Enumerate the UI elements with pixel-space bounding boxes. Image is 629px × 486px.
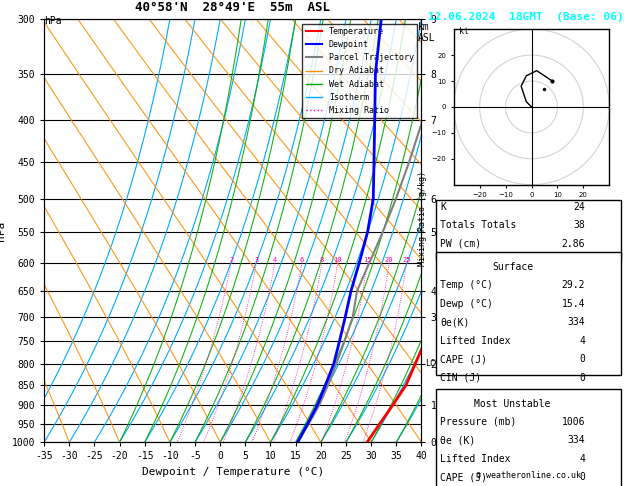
Title: 40°58'N  28°49'E  55m  ASL: 40°58'N 28°49'E 55m ASL	[135, 1, 330, 14]
Y-axis label: hPa: hPa	[0, 221, 6, 241]
Text: 4: 4	[579, 454, 585, 464]
Text: Mixing Ratio (g/kg): Mixing Ratio (g/kg)	[418, 171, 427, 266]
Text: Most Unstable: Most Unstable	[474, 399, 551, 409]
Text: 0: 0	[579, 373, 585, 383]
Text: 2.86: 2.86	[562, 239, 585, 249]
Text: 38: 38	[573, 220, 585, 230]
Text: LCL: LCL	[425, 359, 440, 368]
Text: CAPE (J): CAPE (J)	[440, 354, 487, 364]
Text: 6: 6	[300, 257, 304, 263]
Text: 25: 25	[402, 257, 411, 263]
Text: θe (K): θe (K)	[440, 435, 476, 446]
Text: © weatheronline.co.uk: © weatheronline.co.uk	[476, 471, 581, 480]
Text: 15.4: 15.4	[562, 299, 585, 309]
Text: PW (cm): PW (cm)	[440, 239, 481, 249]
Text: 20: 20	[385, 257, 393, 263]
Text: Lifted Index: Lifted Index	[440, 336, 511, 346]
Text: 24: 24	[573, 202, 585, 212]
Text: 15: 15	[363, 257, 372, 263]
Legend: Temperature, Dewpoint, Parcel Trajectory, Dry Adiabat, Wet Adiabat, Isotherm, Mi: Temperature, Dewpoint, Parcel Trajectory…	[303, 24, 417, 118]
Text: 334: 334	[567, 435, 585, 446]
Text: 4: 4	[579, 336, 585, 346]
Text: θe(K): θe(K)	[440, 317, 470, 328]
Text: Pressure (mb): Pressure (mb)	[440, 417, 516, 427]
Text: kt: kt	[459, 27, 469, 36]
Text: Lifted Index: Lifted Index	[440, 454, 511, 464]
Text: CAPE (J): CAPE (J)	[440, 472, 487, 483]
Text: CIN (J): CIN (J)	[440, 373, 481, 383]
Text: 0: 0	[579, 354, 585, 364]
Text: 8: 8	[320, 257, 324, 263]
Text: 10: 10	[333, 257, 342, 263]
Text: 334: 334	[567, 317, 585, 328]
Text: 29.2: 29.2	[562, 280, 585, 291]
Text: km
ASL: km ASL	[418, 22, 436, 43]
Text: Dewp (°C): Dewp (°C)	[440, 299, 493, 309]
Text: hPa: hPa	[44, 16, 62, 26]
Text: 12.06.2024  18GMT  (Base: 06): 12.06.2024 18GMT (Base: 06)	[428, 12, 623, 22]
Text: 3: 3	[254, 257, 259, 263]
Text: 0: 0	[579, 472, 585, 483]
Text: Temp (°C): Temp (°C)	[440, 280, 493, 291]
Text: Surface: Surface	[492, 262, 533, 272]
X-axis label: Dewpoint / Temperature (°C): Dewpoint / Temperature (°C)	[142, 467, 324, 477]
Text: K: K	[440, 202, 446, 212]
Text: 1006: 1006	[562, 417, 585, 427]
Text: 2: 2	[229, 257, 233, 263]
Text: 4: 4	[273, 257, 277, 263]
Text: Totals Totals: Totals Totals	[440, 220, 516, 230]
